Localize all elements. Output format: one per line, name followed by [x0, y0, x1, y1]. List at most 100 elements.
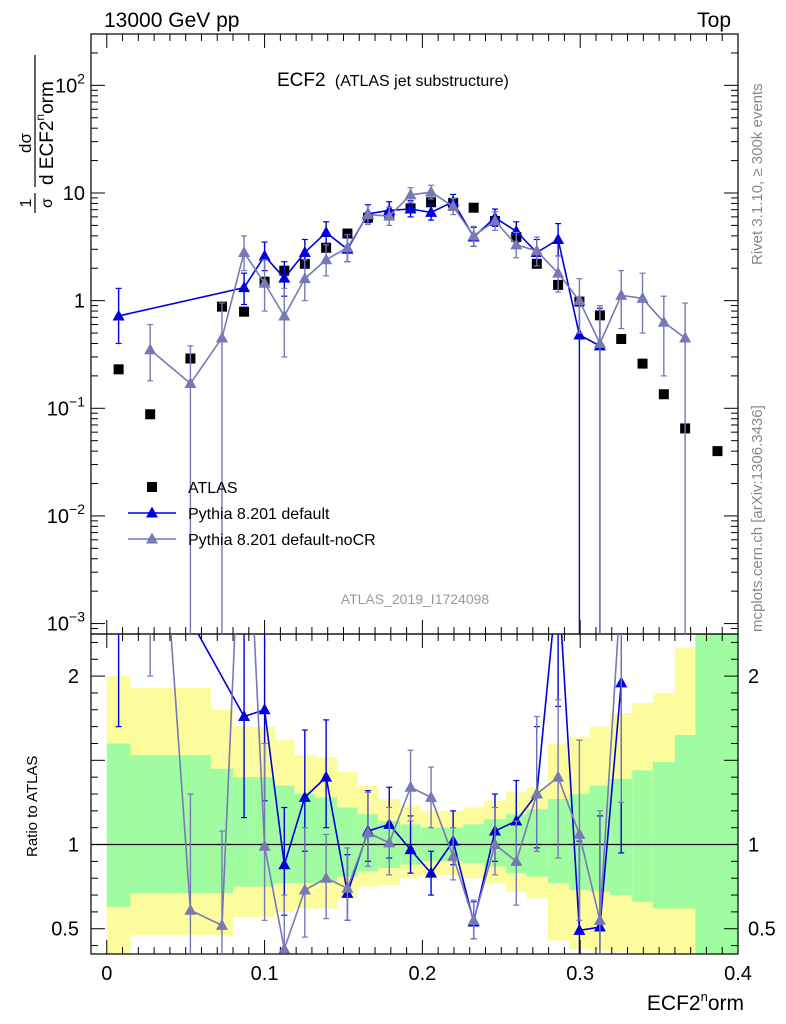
main-data-point [341, 241, 354, 253]
ratio-y-tick-label-right: 0.5 [748, 919, 776, 941]
ratio-band-green [632, 770, 653, 902]
y-axis-label-main: 1 σ dσ d ECF2norm [16, 55, 58, 213]
main-y-tick-label: 1 [74, 291, 85, 313]
main-data-point [404, 202, 417, 214]
main-data-point [657, 315, 670, 327]
main-data-point [258, 249, 271, 261]
main-data-point [342, 228, 353, 239]
ratio-data-point [593, 913, 606, 925]
ratio-data-point [278, 858, 291, 870]
main-data-point [298, 272, 311, 284]
ratio-y-tick-label-right: 2 [748, 666, 759, 688]
ratio-data-point [552, 770, 565, 782]
main-y-tick-label: 10 [63, 183, 85, 205]
main-data-point [530, 244, 543, 256]
chart-title-main: ECF2 [277, 70, 326, 91]
ratio-data-point [447, 849, 460, 861]
main-data-point [488, 214, 501, 226]
y-frac-num: 1 [18, 198, 35, 207]
y-deriv-num: dσ [16, 133, 35, 153]
ratio-y-tick-label: 1 [68, 835, 79, 857]
ratio-data-point [298, 790, 311, 802]
ratio-data-point [615, 577, 627, 588]
main-data-layer [112, 184, 723, 634]
main-data-point [238, 246, 251, 258]
main-y-tick-label: 10−1 [47, 393, 85, 420]
x-tick-label: 0 [101, 963, 112, 985]
ratio-data-point [552, 569, 564, 580]
ratio-data-point [404, 843, 417, 855]
ratio-data-point [238, 710, 251, 722]
ratio-data-point [488, 838, 501, 850]
main-data-point [320, 225, 333, 237]
ratio-data-layer [115, 417, 628, 954]
x-label-tail: orm [708, 992, 744, 1015]
main-y-tick-label: 10−3 [47, 609, 85, 636]
y-deriv-den-tail: orm [37, 81, 58, 114]
y-deriv-den-base: d ECF2 [37, 121, 58, 185]
axis-ticks: 10−3 10−2 10−1 1 10 102 0 0.1 0.2 0.3 0.4 0.5 0.5 1 1 2… [47, 33, 776, 985]
y-deriv-den-sup: n [33, 114, 47, 121]
x-tick-label: 0.2 [408, 963, 436, 985]
ratio-series-line [170, 634, 619, 953]
main-data-point [215, 331, 228, 343]
ratio-band-green [674, 735, 696, 909]
ratio-band-green [106, 743, 131, 907]
ratio-data-point [361, 826, 374, 838]
main-data-point [425, 185, 438, 197]
ratio-y-axis-label: Ratio to ATLAS [24, 756, 41, 857]
main-data-point [425, 205, 438, 217]
ratio-band-green [233, 777, 255, 887]
channel-label: Top [697, 9, 731, 32]
ratio-y-tick-label-right: 1 [748, 835, 759, 857]
ratio-band-green [652, 762, 675, 909]
main-data-point [593, 336, 606, 348]
main-data-point [426, 197, 437, 208]
ratio-data-point [320, 770, 333, 782]
main-y-tick-label: 102 [55, 70, 85, 97]
ratio-y-tick-label: 0.5 [51, 919, 79, 941]
main-data-point [145, 409, 156, 420]
main-data-point [573, 328, 586, 340]
main-data-point [510, 238, 523, 250]
y-frac-den: σ [39, 198, 56, 208]
main-data-point [637, 358, 648, 369]
ratio-data-point [215, 918, 228, 930]
ratio-data-point [184, 903, 197, 915]
energy-label: 13000 GeV pp [104, 9, 239, 32]
main-series-line [118, 200, 601, 347]
main-data-point [447, 199, 460, 211]
ratio-data-point [383, 836, 396, 848]
main-data-point [468, 202, 479, 213]
ratio-data-point [341, 881, 354, 893]
ratio-data-point [258, 839, 271, 851]
main-data-point [144, 343, 157, 355]
y-deriv-den: d ECF2norm [33, 81, 58, 185]
x-label-sup: n [701, 989, 708, 1004]
ratio-band-green [463, 824, 484, 864]
main-data-point [113, 364, 124, 375]
main-data-point [552, 232, 565, 244]
main-data-point [239, 306, 250, 317]
main-data-point [615, 288, 628, 300]
ratio-data-point [404, 780, 417, 792]
main-data-point [552, 266, 565, 278]
main-data-point [404, 188, 417, 200]
legend-marker [146, 532, 158, 544]
ratio-data-point [467, 913, 480, 925]
main-data-point [658, 389, 669, 400]
main-data-point [298, 246, 311, 258]
main-data-point [278, 271, 291, 283]
ratio-series-line [197, 634, 623, 932]
ratio-data-point [238, 417, 250, 428]
mcplots-label: mcplots.cern.ch [arXiv:1306.3436] [749, 405, 766, 632]
main-data-point [510, 224, 523, 236]
ratio-data-point [425, 866, 438, 878]
main-data-point [112, 309, 125, 321]
main-data-point [616, 334, 627, 345]
ratio-data-point [530, 787, 543, 799]
main-data-point [184, 376, 197, 388]
main-data-point [320, 253, 333, 265]
ratio-data-point [573, 827, 586, 839]
